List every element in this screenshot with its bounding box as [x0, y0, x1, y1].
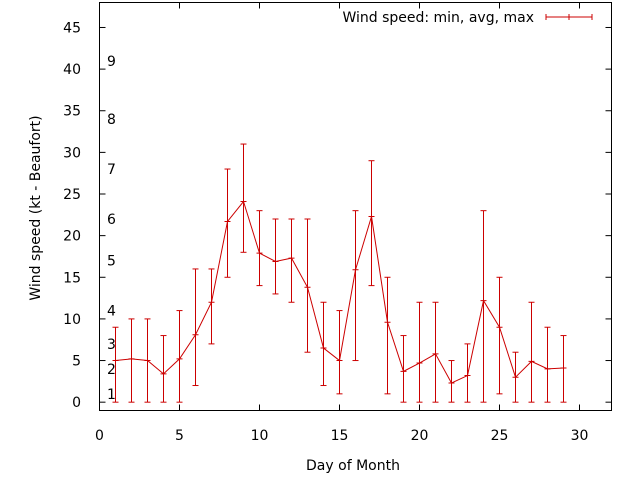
data-point	[160, 370, 167, 377]
y-axis-label: Wind speed (kt - Beaufort)	[28, 115, 44, 300]
data-point	[112, 357, 119, 364]
legend: Wind speed: min, avg, max	[342, 10, 593, 26]
data-point	[240, 198, 247, 205]
data-point	[192, 331, 199, 338]
legend-sample-marker	[566, 14, 572, 20]
beaufort-label: 2	[107, 362, 116, 378]
data-point	[272, 258, 279, 265]
data-point	[448, 380, 455, 387]
x-tick-label: 15	[331, 428, 349, 444]
data-point	[288, 255, 295, 262]
y-tick-label: 45	[63, 20, 81, 36]
beaufort-label: 3	[107, 337, 116, 353]
data-point	[496, 324, 503, 331]
x-tick-label: 20	[411, 428, 429, 444]
x-tick-label: 0	[95, 428, 104, 444]
y-tick-label: 35	[63, 104, 81, 120]
y-tick-label: 10	[63, 312, 81, 328]
y-tick-label: 25	[63, 187, 81, 203]
beaufort-scale-labels: 1 2 3 4 5 6 7 8 9	[107, 54, 116, 403]
data-point	[480, 297, 487, 304]
y-tick-label: 30	[63, 145, 81, 161]
series-line-group	[112, 198, 567, 387]
y-tick-label: 0	[72, 395, 81, 411]
data-point	[176, 355, 183, 362]
x-tick-label: 10	[251, 428, 269, 444]
data-point	[432, 350, 439, 357]
x-tick-label: 25	[491, 428, 509, 444]
data-point	[128, 355, 135, 362]
data-point	[320, 345, 327, 352]
data-point	[352, 266, 359, 273]
data-point	[304, 284, 311, 291]
x-axis-ticks: 0 5 10 15 20 25 30	[95, 2, 589, 444]
x-tick-label: 30	[571, 428, 589, 444]
data-point	[560, 365, 567, 372]
data-point	[384, 319, 391, 326]
data-point	[528, 358, 535, 365]
beaufort-label: 8	[107, 112, 116, 128]
data-point	[400, 368, 407, 375]
beaufort-label: 5	[107, 254, 116, 270]
y-tick-label: 5	[72, 354, 81, 370]
data-point	[256, 250, 263, 257]
x-tick-label: 5	[175, 428, 184, 444]
y-tick-label: 40	[63, 62, 81, 78]
data-point	[208, 299, 215, 306]
beaufort-label: 7	[107, 162, 116, 178]
data-point	[224, 218, 231, 225]
x-axis-label: Day of Month	[306, 458, 400, 474]
plot-frame-group	[99, 2, 612, 411]
data-point	[512, 374, 519, 381]
legend-sample	[545, 14, 593, 20]
data-point	[464, 372, 471, 379]
plot-frame	[99, 2, 612, 411]
data-point	[416, 360, 423, 367]
data-point	[144, 357, 151, 364]
data-point	[368, 213, 375, 220]
data-point	[336, 357, 343, 364]
beaufort-label: 4	[107, 304, 116, 320]
data-point	[544, 365, 551, 372]
beaufort-label: 1	[107, 387, 116, 403]
beaufort-label: 6	[107, 212, 116, 228]
y-tick-label: 20	[63, 229, 81, 245]
beaufort-label: 9	[107, 54, 116, 70]
legend-label: Wind speed: min, avg, max	[342, 10, 534, 26]
y-tick-label: 15	[63, 270, 81, 286]
